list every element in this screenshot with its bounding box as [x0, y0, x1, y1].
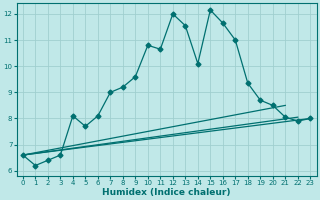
X-axis label: Humidex (Indice chaleur): Humidex (Indice chaleur) [102, 188, 231, 197]
